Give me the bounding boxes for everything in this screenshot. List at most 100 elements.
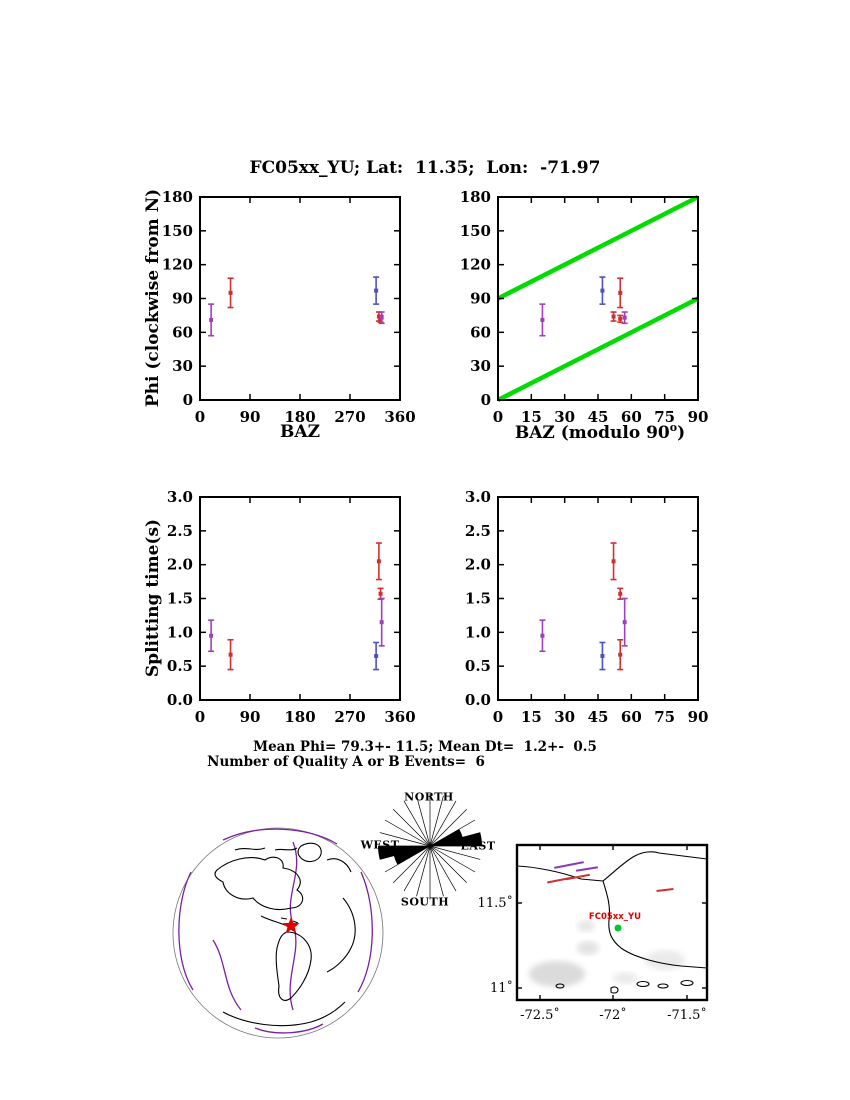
x-tick-label: 0 — [195, 408, 205, 426]
x-tick-label: 30 — [554, 408, 575, 426]
y-tick-label: 2.5 — [167, 522, 193, 540]
y-tick-label: 60 — [470, 323, 491, 341]
x-tick-label: 45 — [588, 708, 609, 726]
x-tick-label: 75 — [654, 408, 675, 426]
data-point — [621, 311, 628, 325]
data-point — [227, 277, 234, 309]
rose-spoke — [429, 845, 468, 884]
data-point — [621, 597, 628, 647]
data-point — [378, 597, 385, 647]
y-tick-label: 1.5 — [167, 590, 193, 608]
regional-map: 11.5˚ 11˚ -72.5˚ -72˚ -71.5˚ FC05xx_YU — [478, 843, 709, 1023]
reference-line — [496, 296, 700, 403]
page-title: FC05xx_YU; Lat: 11.35; Lon: -71.97 — [249, 158, 601, 178]
map-lon-label-72: -72˚ — [599, 1007, 626, 1023]
y-tick-label: 1.0 — [465, 623, 491, 641]
station-label: FC05xx_YU — [589, 912, 641, 922]
y-tick-label: 120 — [460, 256, 491, 274]
rose-spoke — [429, 845, 457, 892]
data-point — [610, 311, 617, 322]
data-point — [610, 542, 617, 581]
y-tick-label: 60 — [172, 323, 193, 341]
x-tick-label: 270 — [334, 708, 365, 726]
x-tick-label: 45 — [588, 408, 609, 426]
rose-spoke — [416, 795, 431, 847]
data-point — [377, 587, 384, 600]
baz-mod-text: BAZ (modulo 90 — [514, 422, 670, 443]
x-tick-label: 30 — [554, 708, 575, 726]
x-tick-label: 0 — [493, 708, 503, 726]
chart-phi-vs-baz-mod90: 0 15 30 45 60 75 90 0 30 60 90 120 150 180 — [460, 188, 709, 426]
x-tick-label: 90 — [240, 708, 261, 726]
reference-line — [496, 194, 700, 301]
rose-spoke — [379, 845, 431, 860]
map-lat-label-11-5: 11.5˚ — [478, 895, 513, 911]
degree-superscript: o — [669, 421, 678, 435]
compass-label-west: WEST — [360, 838, 400, 852]
x-tick-label: 0 — [195, 708, 205, 726]
compass-label-north: NORTH — [404, 790, 454, 804]
x-tick-label: 360 — [384, 708, 415, 726]
data-point — [227, 638, 234, 671]
rose-spoke — [416, 845, 431, 897]
data-point — [373, 276, 380, 305]
x-tick-label: 90 — [240, 408, 261, 426]
y-tick-label: 2.0 — [465, 556, 491, 574]
y-tick-label: 30 — [172, 357, 193, 375]
x-tick-label: 15 — [521, 708, 542, 726]
y-tick-label: 2.5 — [465, 522, 491, 540]
compass-label-south: SOUTH — [400, 895, 450, 909]
map-coastlines — [516, 851, 708, 994]
map-frame — [515, 843, 709, 1002]
plot-frame — [497, 496, 699, 701]
x-tick-label: 360 — [384, 408, 415, 426]
y-tick-label: 120 — [162, 256, 193, 274]
y-tick-label: 2.0 — [167, 556, 193, 574]
rose-spoke — [403, 800, 431, 847]
rose-spoke — [429, 845, 481, 860]
splitting-bar — [575, 866, 599, 872]
baz-mod-close: ) — [677, 422, 686, 443]
splitting-bar — [656, 887, 674, 893]
data-point — [539, 303, 546, 337]
y-tick-label: 90 — [470, 290, 491, 308]
y-tick-label: 150 — [162, 222, 193, 240]
data-point — [375, 542, 382, 581]
map-lon-label-71-5: -71.5˚ — [667, 1007, 707, 1023]
station-marker — [614, 924, 622, 932]
y-tick-label: 0.0 — [167, 691, 193, 709]
data-point — [208, 303, 215, 337]
data-point — [208, 619, 215, 653]
globe-inset — [172, 827, 384, 1039]
chart-dt-vs-baz-mod90: 0 15 30 45 60 75 90 0.0 0.5 1.0 1.5 2.0 2.5 3.0 — [465, 488, 709, 726]
rose-sector — [393, 846, 430, 865]
data-point — [599, 276, 606, 305]
rose-sector — [430, 832, 482, 846]
y-tick-label: 3.0 — [167, 488, 193, 506]
rose-spoke — [429, 800, 457, 847]
data-point — [373, 641, 380, 671]
y-tick-label: 3.0 — [465, 488, 491, 506]
data-point — [617, 314, 624, 323]
rose-spoke — [429, 845, 476, 873]
y-tick-label: 180 — [460, 188, 491, 206]
x-tick-label: 270 — [334, 408, 365, 426]
rose-diagram — [378, 794, 482, 898]
map-ticks — [517, 845, 707, 1000]
rose-sector — [430, 829, 463, 846]
plate-boundaries — [178, 828, 373, 1034]
splitting-bars-layer — [547, 861, 674, 893]
splitting-bar — [566, 873, 590, 881]
y-tick-label: 0.0 — [465, 691, 491, 709]
data-point — [378, 311, 385, 325]
y-tick-label: 0.5 — [465, 657, 491, 675]
rose-spoke — [403, 845, 431, 892]
plot-frame — [497, 196, 699, 401]
x-tick-label: 90 — [688, 708, 709, 726]
rose-spoke — [429, 845, 444, 897]
map-lat-label-11: 11˚ — [490, 980, 513, 996]
x-tick-label: 180 — [284, 708, 315, 726]
compass-label-east: EAST — [460, 839, 496, 853]
data-point — [599, 641, 606, 671]
